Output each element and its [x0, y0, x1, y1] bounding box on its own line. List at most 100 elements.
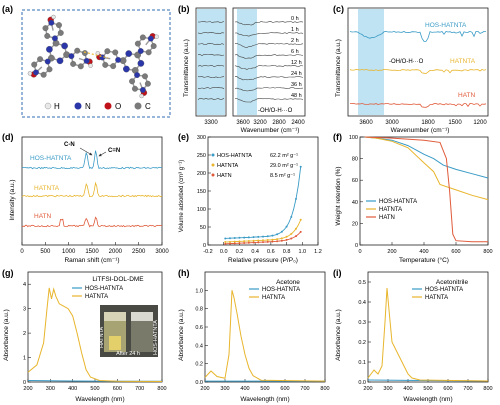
panel-e-ytick-4: 200 [197, 171, 206, 177]
panel-e-point [238, 236, 241, 239]
panel-e-point [247, 236, 250, 239]
molecule-atom [57, 29, 64, 36]
panel-b-right-tick-1: 3600 [236, 120, 250, 126]
panel-e-point [295, 197, 297, 200]
panel-e-legend-name-1: HATNTA [217, 163, 239, 169]
panel-f-ylabel: Weight retention (%) [335, 166, 342, 225]
panel-c-curves [349, 30, 487, 108]
molecule-atom [145, 49, 152, 56]
panel-c-series-label-1: HOS-HATNTA [425, 22, 467, 29]
panel-e-ytick-3: 150 [197, 189, 206, 195]
panel-c-tick-4: 1500 [448, 120, 462, 126]
panel-e-point [233, 237, 236, 240]
panel-e-point [285, 238, 288, 241]
panel-e-curves [224, 165, 302, 245]
panel-h-xtick-2: 400 [240, 386, 249, 392]
panel-e-label: (e) [178, 132, 189, 142]
panel-b-right-highlight [237, 9, 257, 115]
panel-b-right-line-6 [234, 87, 304, 92]
panel-f-ytick-2: 40 [352, 200, 358, 206]
panel-b-series-label-3: 6 h [291, 49, 299, 55]
panel-e-legend-marker [211, 173, 215, 177]
panel-h-ylabel: Absorbance (a.u.) [178, 309, 185, 361]
panel-e-point [243, 240, 246, 243]
panel-e-point [243, 236, 246, 239]
molecule-frame [21, 9, 171, 118]
molecule-atom [37, 56, 44, 63]
molecule-atom [88, 63, 93, 68]
panel-g-xlabel: Wavelength (nm) [75, 396, 124, 403]
panel-i-xtick-1: 300 [383, 386, 392, 392]
panel-e-xlabel: Relative pressure (P/P₀) [228, 257, 298, 264]
panel-i-legend-label-1: HATNTA [425, 295, 448, 301]
molecule-atom [139, 93, 144, 99]
panel-e-point [252, 239, 255, 242]
panel-b-annotation: -OH/O-H···O [258, 108, 293, 114]
panel-e-point [276, 240, 279, 243]
panel-f-ytick-5: 100 [349, 135, 358, 141]
panel-i-legend-label-0: HOS-HATNTA [425, 287, 463, 293]
panel-g-ytick-3: 3 [23, 307, 26, 313]
panel-b-left-line-3 [197, 53, 225, 56]
molecule-atom [51, 14, 56, 20]
panel-b-ylabel: Transmittance (a.u.) [183, 39, 190, 97]
panel-e-point [276, 233, 279, 236]
panel-b: (b) Transmittance (a.u.) 3300 3600 3200 … [178, 4, 306, 134]
molecule-atom [48, 19, 55, 26]
panel-i-xtick-6: 800 [483, 386, 492, 392]
molecule-atom [56, 57, 64, 65]
panel-b-right-line-1 [234, 32, 304, 37]
panel-i-line-1 [367, 287, 489, 382]
panel-d-line-2 [21, 216, 163, 228]
panel-d-tick-label-6: 3000 [155, 249, 169, 255]
panel-i-xtick-4: 600 [443, 386, 452, 392]
panel-e-point [247, 241, 250, 244]
legend-label-n: N [85, 102, 91, 111]
panel-b-right-tick-2: 3200 [253, 120, 267, 126]
panel-e-xtick-6: 1.0 [298, 249, 306, 255]
molecule-atom [46, 66, 53, 73]
panel-e-point [290, 232, 293, 235]
panel-e-xtick-4: 0.6 [267, 249, 275, 255]
panel-d-arrow-c-double-n [98, 151, 107, 157]
panel-c-highlight [358, 9, 384, 115]
panel-d-tick-label-1: 500 [40, 249, 51, 255]
panel-h-xlabel: Wavelength (nm) [240, 396, 289, 403]
panel-f-legend-label-2: HATN [379, 215, 395, 221]
panel-f-ytick-3: 60 [352, 178, 358, 184]
panel-e-point [233, 240, 236, 243]
molecule-atom [112, 49, 119, 56]
panel-e-legend-name-0: HOS-HATNTA [217, 153, 252, 159]
panel-e-point [299, 165, 302, 168]
panel-e-xtick-1: 0.0 [220, 249, 228, 255]
panel-b-left-tick: 3300 [204, 120, 218, 126]
panel-i-curves [367, 287, 489, 382]
panel-e-point [280, 230, 283, 233]
panel-b-left-line-2 [197, 42, 225, 45]
panel-g-xtick-0: 200 [23, 386, 32, 392]
molecule-atom [132, 85, 138, 92]
panel-g-xtick-3: 500 [90, 386, 99, 392]
panel-g-label: (g) [2, 268, 14, 278]
panel-g-title: LiTFSI-DOL-DME [92, 276, 144, 283]
panel-e-point [295, 235, 297, 238]
panel-c-series-label-3: HATN [458, 92, 476, 99]
panel-f-line-1 [364, 136, 489, 201]
panel-e-ticks: -0.2 0.0 0.2 0.4 0.6 0.8 1.0 1.2 0 50 100 150 200 250… [197, 135, 322, 255]
hydrogen-bond [83, 51, 109, 59]
panel-e-xtick-7: 1.2 [314, 249, 322, 255]
inset-label-after: After 24 h [116, 351, 140, 357]
panel-b-left-line-6 [197, 86, 225, 89]
panel-d: (d) Intensity (a.u.) 0 500 1000 1500 2000 250… [2, 132, 169, 264]
panel-f-legend-label-0: HOS-HATNTA [379, 199, 417, 205]
panel-d-series-label-1: HOS-HATNTA [30, 155, 72, 162]
panel-e-legend-area-0: 62.2 m² g⁻¹ [270, 153, 298, 159]
panel-b-series-label-1: 1 h [291, 27, 299, 33]
panel-h-ytick-4: 0.8 [195, 307, 203, 313]
panel-f-line-2 [364, 136, 488, 243]
molecule-atom [44, 58, 51, 65]
panel-e-point [271, 234, 274, 237]
panel-e-point [229, 242, 231, 245]
molecule-atom [137, 48, 144, 55]
